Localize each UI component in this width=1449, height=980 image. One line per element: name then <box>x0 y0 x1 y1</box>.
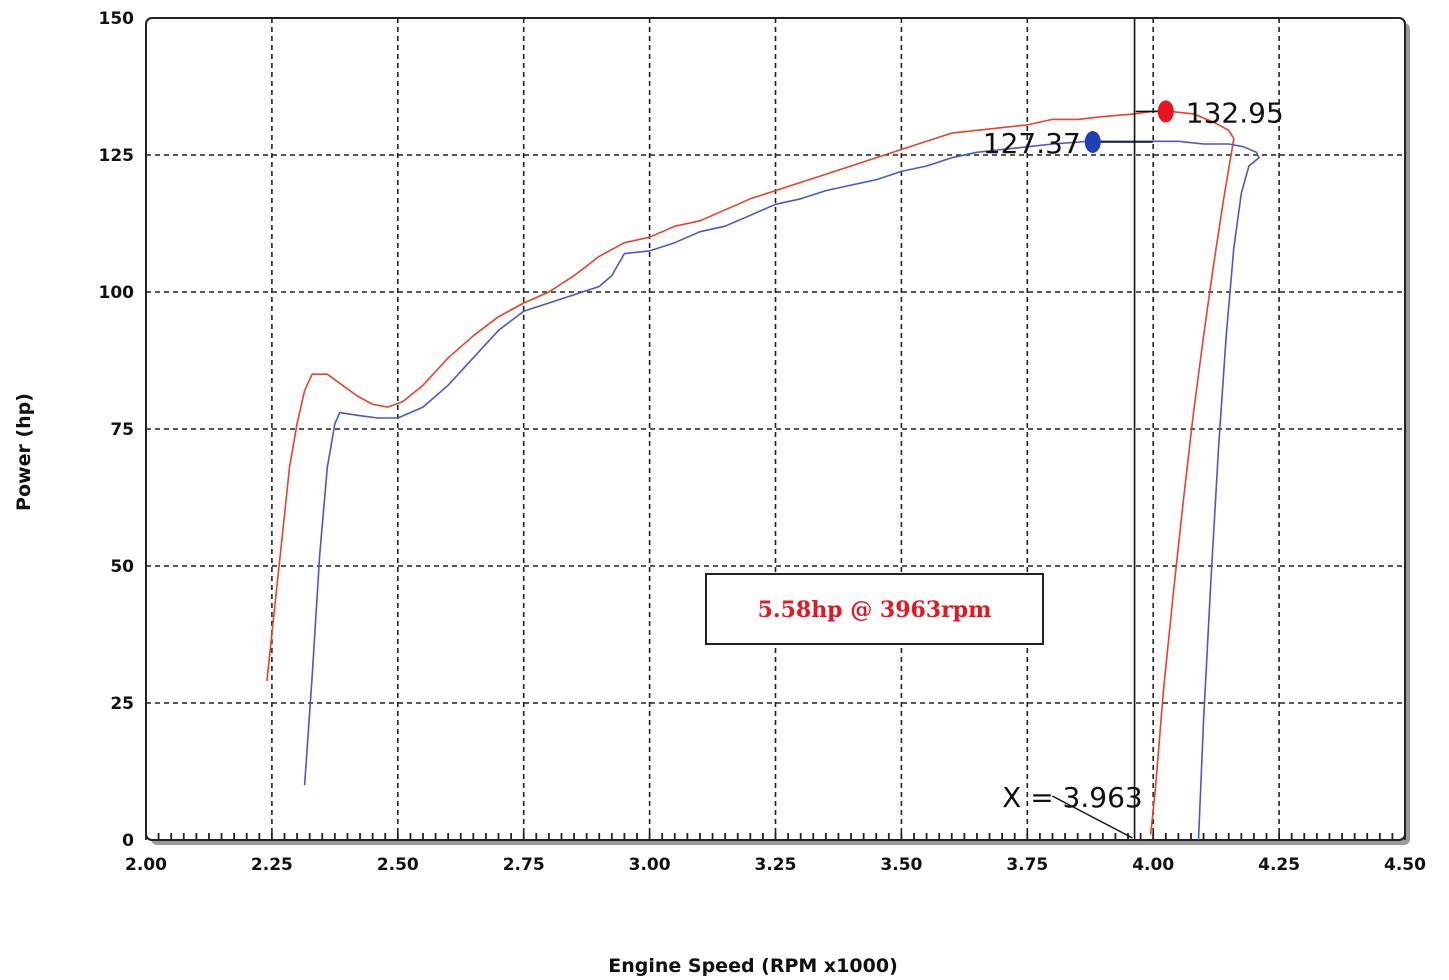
x-tick-label-6: 3.50 <box>880 855 922 875</box>
annotation-box <box>705 573 1044 645</box>
y-tick-label-1: 25 <box>110 694 134 714</box>
x-tick-label-2: 2.50 <box>377 855 419 875</box>
cursor-leader <box>1052 795 1133 839</box>
series-line-blue <box>303 140 1260 841</box>
y-tick-label-0: 0 <box>122 831 134 851</box>
series-line-red <box>266 110 1235 835</box>
marker-dot-red <box>1157 100 1174 123</box>
x-tick-label-1: 2.25 <box>251 855 293 875</box>
cursor-label: X = 3.963 <box>1002 781 1143 814</box>
x-tick-label-0: 2.00 <box>125 855 167 875</box>
annotation-group: 5.58hp @ 3963rpm <box>705 573 1044 645</box>
y-tick-label-3: 75 <box>110 420 134 440</box>
x-tick-label-10: 4.50 <box>1384 855 1426 875</box>
markers-group: 132.95 127.37 <box>983 96 1284 160</box>
x-tick-label-5: 3.25 <box>755 855 797 875</box>
grid-lines <box>146 18 1405 840</box>
y-tick-label-4: 100 <box>99 283 135 303</box>
x-tick-label-4: 3.00 <box>629 855 671 875</box>
plot-area <box>145 17 1406 841</box>
annotation-text: 5.58hp @ 3963rpm <box>758 597 992 623</box>
marker-label-blue: 127.37 <box>983 127 1081 160</box>
series-lines <box>266 110 1260 841</box>
y-tick-label-2: 50 <box>110 557 134 577</box>
marker-dot-blue <box>1084 131 1101 154</box>
y-axis-label: Power (hp) <box>13 393 35 511</box>
axis-ticks: 2.00 2.25 2.50 2.75 3.00 3.25 3.50 3.75 4.00 4.25… <box>99 9 1427 875</box>
plot-frame <box>145 17 1410 845</box>
marker-label-red: 132.95 <box>1186 96 1284 129</box>
y-tick-label-6: 150 <box>99 9 135 29</box>
x-tick-label-3: 2.75 <box>503 855 545 875</box>
y-tick-label-5: 125 <box>99 146 135 166</box>
x-tick-label-9: 4.25 <box>1258 855 1300 875</box>
x-axis-label: Engine Speed (RPM x1000) <box>608 955 898 977</box>
cursor-group: X = 3.963 <box>1002 18 1143 840</box>
x-tick-label-7: 3.75 <box>1006 855 1048 875</box>
x-tick-label-8: 4.00 <box>1132 855 1174 875</box>
